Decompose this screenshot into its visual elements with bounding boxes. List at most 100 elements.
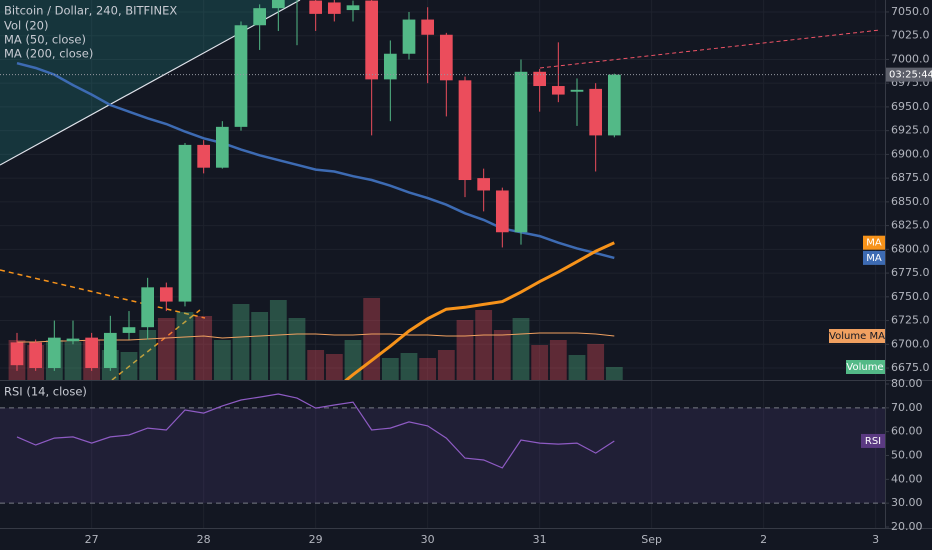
y-tick-label: 6875.0 bbox=[891, 171, 930, 184]
legend-ma: MA (200, close) bbox=[4, 47, 93, 61]
candle-body bbox=[570, 89, 584, 92]
volume-bar bbox=[493, 330, 511, 380]
axes: 27 28 29 30 31 Sep 2 37050.07025.07000.06975.06… bbox=[85, 5, 932, 546]
y-tick-label: 7025.0 bbox=[891, 29, 930, 42]
volume-bar bbox=[269, 300, 287, 380]
drawings bbox=[0, 0, 881, 380]
x-tick-label: 29 bbox=[309, 533, 323, 546]
ma-axis-box bbox=[863, 250, 885, 265]
y-tick-label: 6750.0 bbox=[891, 290, 930, 303]
volume-bar bbox=[232, 304, 250, 380]
y-tick-label: 6675.0 bbox=[891, 361, 930, 374]
volume-bar bbox=[213, 340, 231, 380]
legend-rsi: RSI (14, close) bbox=[4, 385, 87, 399]
y-tick-label: 6950.0 bbox=[891, 100, 930, 113]
y-tick-label: 50.00 bbox=[891, 449, 923, 462]
volume-box bbox=[846, 360, 885, 374]
x-tick-label: 2 bbox=[760, 533, 767, 546]
candle-body bbox=[66, 338, 80, 342]
rsi-band-fill bbox=[0, 407, 885, 504]
candle-body bbox=[514, 71, 528, 233]
trend-line bbox=[539, 29, 881, 69]
trend-line bbox=[111, 309, 201, 380]
candle-body bbox=[141, 287, 155, 328]
volume-bar bbox=[475, 310, 493, 380]
trend-line bbox=[0, 0, 301, 166]
volume-bar bbox=[325, 354, 343, 380]
candle-body bbox=[309, 0, 323, 14]
candle-body bbox=[402, 19, 416, 54]
candle-body bbox=[234, 25, 248, 127]
symbol-title: Bitcoin / Dollar, 240, BITFINEX bbox=[4, 4, 177, 18]
ma-axis-label: MA bbox=[866, 253, 882, 264]
price-pane bbox=[0, 0, 885, 380]
y-tick-label: 6725.0 bbox=[891, 314, 930, 327]
candle-body bbox=[47, 337, 61, 369]
x-tick-label: 31 bbox=[533, 533, 547, 546]
countdown-box bbox=[886, 67, 932, 82]
candle-body bbox=[477, 178, 491, 191]
x-tick-label: 3 bbox=[872, 533, 879, 546]
countdown: 03:25:44 bbox=[889, 70, 932, 81]
volume-bar bbox=[251, 312, 269, 380]
volume-bar bbox=[307, 350, 325, 380]
candle-body bbox=[495, 190, 509, 233]
candle-body bbox=[178, 144, 192, 302]
volume-bar bbox=[531, 345, 549, 380]
candle-body bbox=[327, 2, 341, 14]
volume-bar bbox=[549, 340, 567, 380]
ma-line bbox=[344, 241, 615, 380]
volume-bar bbox=[437, 350, 455, 380]
volume-bar bbox=[512, 318, 530, 380]
y-tick-label: 6800.0 bbox=[891, 242, 930, 255]
candle-body bbox=[346, 5, 360, 11]
volume-bar bbox=[64, 342, 82, 380]
volume-bar bbox=[157, 318, 175, 380]
y-tick-label: 6900.0 bbox=[891, 147, 930, 160]
rsi-pane bbox=[0, 393, 885, 504]
y-tick-label: 7000.0 bbox=[891, 52, 930, 65]
volume-bar bbox=[400, 353, 418, 380]
candle-body bbox=[458, 80, 472, 181]
candle-body bbox=[533, 71, 547, 87]
rsi-axis-box bbox=[861, 433, 885, 448]
volume-label: Volume bbox=[846, 362, 883, 373]
volume-bar bbox=[139, 330, 157, 380]
legend-volume: Vol (20) bbox=[4, 19, 48, 33]
x-tick-label: Sep bbox=[641, 533, 662, 546]
ma-axis-label: MA bbox=[866, 238, 882, 249]
y-tick-label: 80.00 bbox=[891, 377, 923, 390]
ma-axis-box bbox=[863, 235, 885, 250]
volume-bar bbox=[363, 298, 381, 380]
y-tick-label: 6850.0 bbox=[891, 195, 930, 208]
rsi-axis-label: RSI bbox=[865, 436, 881, 447]
y-tick-label: 40.00 bbox=[891, 472, 923, 485]
candle-body bbox=[589, 88, 603, 136]
candle-body bbox=[271, 0, 285, 9]
y-tick-label: 6775.0 bbox=[891, 266, 930, 279]
y-tick-label: 7050.0 bbox=[891, 5, 930, 18]
volume-bar bbox=[195, 316, 213, 380]
volume-ma-label: Volume MA bbox=[829, 331, 885, 342]
candle-body bbox=[439, 34, 453, 81]
candle-body bbox=[85, 337, 99, 369]
volume-bar bbox=[456, 320, 474, 380]
trend-line bbox=[0, 269, 206, 319]
candle-body bbox=[197, 144, 211, 168]
candle-body bbox=[551, 86, 565, 95]
volume-bar bbox=[381, 358, 399, 380]
volume-bar bbox=[605, 367, 623, 380]
y-tick-label: 20.00 bbox=[891, 520, 923, 533]
rsi-line bbox=[16, 393, 615, 469]
candle-body bbox=[607, 74, 621, 136]
volume-bar bbox=[419, 358, 437, 380]
candle-body bbox=[215, 126, 229, 168]
candle-body bbox=[253, 8, 267, 26]
volume-bar bbox=[176, 312, 194, 380]
y-tick-label: 6825.0 bbox=[891, 219, 930, 232]
y-tick-label: 60.00 bbox=[891, 425, 923, 438]
candle-body bbox=[103, 332, 117, 369]
candle-body bbox=[122, 327, 136, 333]
legend-ma: MA (50, close) bbox=[4, 33, 86, 47]
